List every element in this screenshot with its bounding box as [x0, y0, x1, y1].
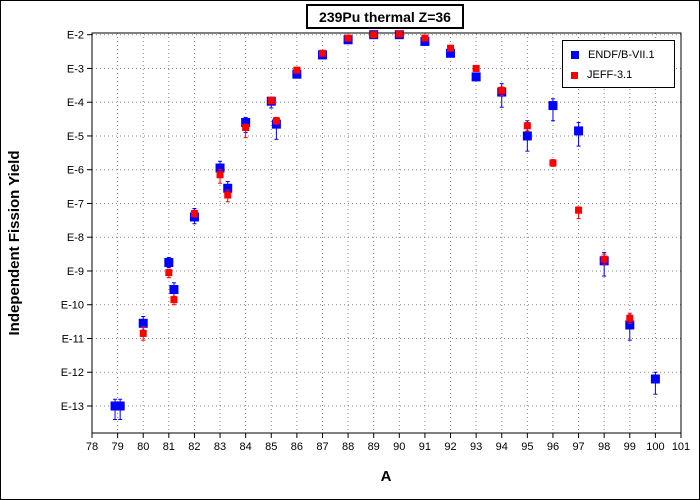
legend-swatch-endf: [571, 51, 579, 59]
data-point-jeff: [242, 124, 250, 132]
data-point-endf: [650, 374, 660, 384]
data-point-jeff: [549, 159, 557, 167]
y-tick-label: E-9: [67, 266, 84, 278]
legend-swatch-jeff: [571, 71, 578, 79]
data-points: [110, 30, 660, 420]
data-point-endf: [446, 48, 456, 58]
data-point-jeff: [447, 44, 455, 52]
x-tick-label: 91: [419, 441, 431, 453]
data-point-jeff: [190, 210, 198, 218]
x-tick-label: 84: [240, 441, 252, 453]
data-point-endf: [169, 285, 179, 295]
x-tick-label: 85: [265, 441, 277, 453]
data-point-jeff: [626, 314, 634, 322]
data-point-jeff: [170, 296, 178, 304]
x-axis-label: A: [381, 468, 392, 485]
x-tick-label: 87: [316, 441, 328, 453]
data-point-endf: [223, 183, 233, 193]
data-point-endf: [110, 401, 120, 411]
x-tick-label: 90: [393, 441, 405, 453]
x-tick-label: 89: [368, 441, 380, 453]
y-tick-label: E-7: [67, 198, 84, 210]
x-tick-label: 78: [86, 441, 98, 453]
y-tick-label: E-10: [61, 300, 84, 312]
y-tick-label: E-8: [67, 232, 84, 244]
y-tick-label: E-4: [67, 97, 84, 109]
data-point-jeff: [165, 269, 173, 277]
data-point-jeff: [267, 97, 275, 105]
data-point-jeff: [421, 34, 429, 42]
legend-label-endf: ENDF/B-VII.1: [588, 49, 655, 61]
y-tick-label: E-13: [61, 401, 84, 413]
y-tick-label: E-12: [61, 367, 84, 379]
x-tick-label: 82: [188, 441, 200, 453]
data-point-endf: [115, 401, 125, 411]
legend-item-endf: ENDF/B-VII.1: [571, 49, 655, 61]
data-point-jeff: [472, 64, 480, 72]
y-axis-label: Independent Fission Yield: [6, 150, 23, 335]
y-tick-label: E-6: [67, 165, 84, 177]
data-point-jeff: [272, 117, 280, 125]
x-tick-label: 101: [672, 441, 690, 453]
x-tick-label: 88: [342, 441, 354, 453]
data-point-endf: [471, 72, 481, 82]
x-tick-label: 93: [470, 441, 482, 453]
x-tick-label: 100: [646, 441, 664, 453]
chart-title: 239Pu thermal Z=36: [306, 4, 464, 29]
data-point-jeff: [575, 206, 583, 214]
data-point-endf: [292, 69, 302, 79]
legend: ENDF/B-VII.1 JEFF-3.1: [562, 40, 675, 88]
x-tick-label: 79: [111, 441, 123, 453]
x-tick-label: 96: [547, 441, 559, 453]
data-point-endf: [138, 318, 148, 328]
grid-lines: [92, 33, 681, 433]
y-tick-label: E-3: [67, 63, 84, 75]
data-point-jeff: [395, 30, 403, 38]
x-tick-label: 94: [496, 441, 508, 453]
data-point-jeff: [293, 66, 301, 74]
x-tick-label: 97: [572, 441, 584, 453]
data-point-endf: [522, 131, 532, 141]
legend-label-jeff: JEFF-3.1: [587, 69, 633, 81]
data-point-endf: [164, 258, 174, 268]
x-tick-label: 99: [624, 441, 636, 453]
data-point-jeff: [370, 31, 378, 39]
x-tick-label: 98: [598, 441, 610, 453]
y-tick-label: E-11: [62, 333, 84, 345]
legend-item-jeff: JEFF-3.1: [571, 69, 632, 81]
data-point-jeff: [600, 255, 608, 263]
data-point-jeff: [318, 49, 326, 57]
x-tick-label: 86: [291, 441, 303, 453]
data-point-endf: [625, 320, 635, 330]
plot-area: [91, 32, 682, 434]
data-point-jeff: [344, 34, 352, 42]
y-tick-label: E-2: [67, 30, 84, 42]
data-point-endf: [548, 101, 558, 111]
x-tick-label: 81: [163, 441, 175, 453]
data-point-jeff: [139, 329, 147, 337]
data-point-jeff: [523, 122, 531, 130]
data-point-endf: [241, 117, 251, 127]
x-tick-label: 80: [137, 441, 149, 453]
y-tick-label: E-5: [67, 131, 84, 143]
x-tick-label: 83: [214, 441, 226, 453]
data-point-jeff: [216, 171, 224, 179]
data-point-jeff: [224, 191, 232, 199]
x-tick-label: 95: [521, 441, 533, 453]
data-point-endf: [215, 163, 225, 173]
data-point-jeff: [498, 86, 506, 94]
x-tick-label: 92: [444, 441, 456, 453]
axis-ticks: 78 79 80 81 82 83 84 85 86 87 88 89 90 91 92 93 94 95 96 97…: [61, 30, 690, 453]
data-point-endf: [574, 126, 584, 136]
